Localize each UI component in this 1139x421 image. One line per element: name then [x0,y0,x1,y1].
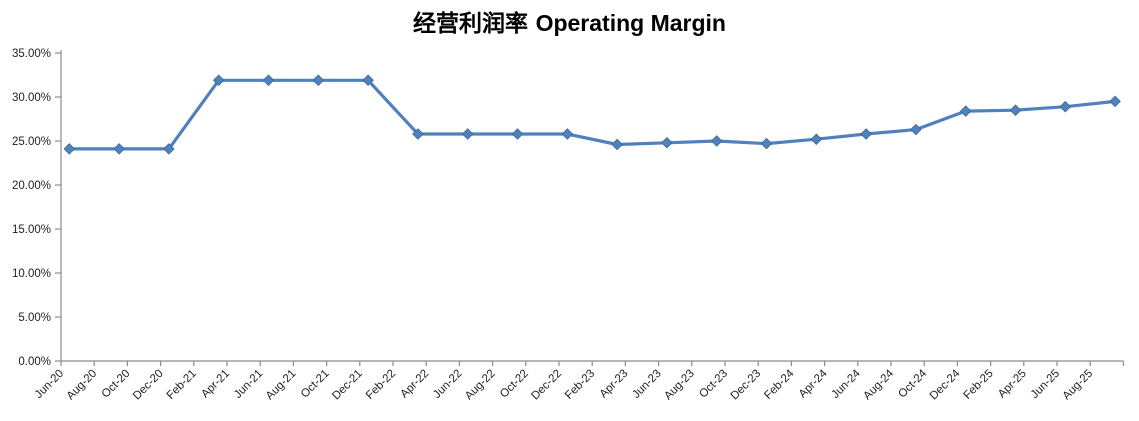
x-tick-label: Feb-22 [364,368,398,402]
y-tick-label: 15.00% [12,224,51,236]
x-tick-label: Aug-21 [264,368,299,403]
data-point-marker [561,128,574,140]
chart-title: 经营利润率 Operating Margin [0,4,1139,38]
x-tick-label: Apr-23 [598,368,631,401]
x-tick-label: Jun-23 [630,368,663,401]
x-tick-label: Aug-25 [1061,368,1096,403]
chart-title-english: Operating Margin [535,10,726,36]
x-tick-label: Feb-23 [563,368,597,402]
data-point-marker [1009,104,1022,116]
data-point-marker [810,133,823,146]
x-tick-label: Oct-22 [498,368,531,401]
x-tick-label: Aug-20 [65,368,100,403]
data-point-marker [661,136,673,149]
data-point-marker [959,105,972,117]
data-point-marker [511,128,524,140]
x-tick-label: Jun-25 [1029,368,1062,401]
data-point-marker [461,128,474,140]
y-tick-label: 20.00% [12,180,51,192]
data-point-marker [860,128,872,140]
x-tick-label: Dec-22 [529,368,564,403]
y-tick-label: 0.00% [18,356,51,368]
x-tick-label: Dec-24 [928,367,963,402]
y-tick-label: 25.00% [12,136,51,148]
x-tick-label: Feb-24 [762,367,797,402]
data-point-marker [163,143,175,155]
data-point-marker [362,74,374,87]
x-tick-label: Aug-22 [463,368,498,403]
data-point-marker [1109,95,1121,108]
x-tick-label: Oct-21 [299,368,332,401]
data-point-marker [710,135,723,147]
data-point-marker [113,143,125,155]
x-tick-label: Dec-21 [330,368,365,403]
x-tick-label: Apr-21 [199,368,232,401]
chart-title-chinese: 经营利润率 [413,10,528,37]
x-tick-label: Aug-23 [662,368,697,403]
x-tick-label: Apr-22 [398,368,431,401]
x-tick-label: Dec-20 [131,368,166,403]
data-point-marker [212,74,225,87]
data-point-marker [760,137,773,150]
x-tick-label: Jun-21 [232,368,265,401]
x-tick-label: Oct-20 [100,368,133,401]
y-tick-label: 35.00% [12,48,51,60]
data-point-marker [412,128,424,140]
x-tick-label: Oct-23 [697,368,730,401]
y-tick-label: 30.00% [12,92,51,104]
x-tick-label: Jun-24 [830,367,864,401]
y-tick-label: 10.00% [12,268,51,280]
x-tick-label: Jun-20 [33,368,66,401]
data-point-marker [611,138,623,151]
x-tick-label: Apr-24 [797,367,830,400]
data-point-marker [1059,100,1072,113]
data-point-marker [312,74,325,87]
x-tick-label: Dec-23 [729,368,764,403]
x-tick-label: Oct-24 [896,367,929,400]
y-tick-label: 5.00% [18,312,51,324]
x-tick-label: Aug-24 [861,367,896,402]
x-tick-label: Feb-25 [961,368,995,402]
x-tick-label: Apr-25 [996,368,1029,401]
data-point-marker [262,74,275,87]
x-tick-label: Feb-21 [165,368,199,402]
x-tick-label: Jun-22 [431,368,464,401]
data-line [67,78,1117,151]
data-point-marker [63,143,76,155]
data-point-marker [910,123,922,136]
